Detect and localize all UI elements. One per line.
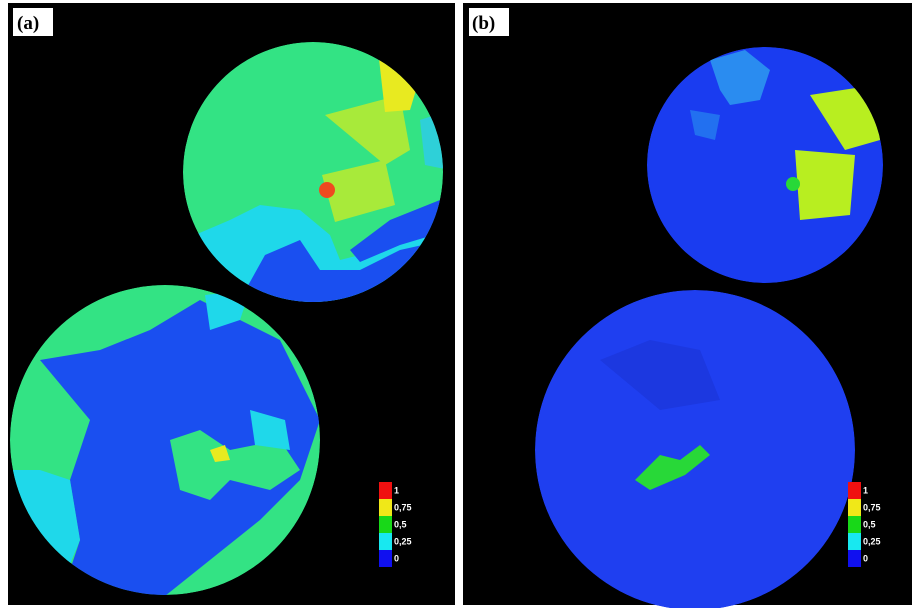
legend-label: 0,5	[863, 519, 876, 529]
panel-a: (a) 1 0,75 0,5 0,25 0	[8, 3, 455, 605]
map-circle	[535, 290, 855, 608]
legend-label: 0,25	[394, 536, 412, 546]
panel-b: (b) 1 0,75 0,5 0,25 0	[463, 3, 912, 608]
legend-label: 1	[394, 485, 399, 495]
legend-label: 0,75	[394, 502, 412, 512]
legend-label: 1	[863, 485, 868, 495]
legend-label: 0,75	[863, 502, 881, 512]
legend-label: 0	[863, 553, 868, 563]
legend-label: 0	[394, 553, 399, 563]
panel-label: (a)	[17, 13, 39, 34]
panel-label: (b)	[472, 13, 495, 34]
figure: (a) 1 0,75 0,5 0,25 0	[0, 0, 917, 608]
legend-label: 0,5	[394, 519, 407, 529]
legend-label: 0,25	[863, 536, 881, 546]
